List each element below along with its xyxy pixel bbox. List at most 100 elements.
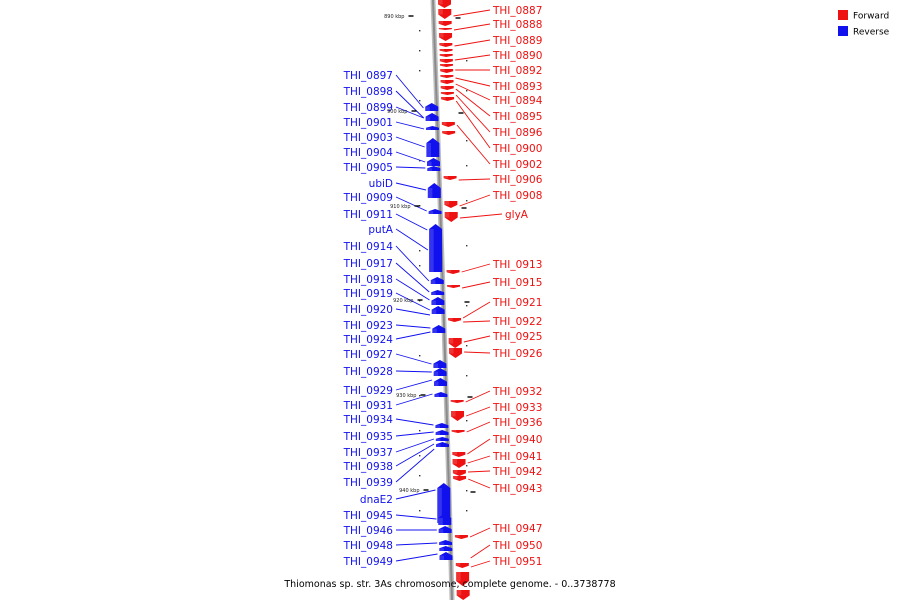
reverse-gene-label[interactable]: THI_0920 bbox=[343, 304, 393, 316]
reverse-gene-glyph[interactable] bbox=[437, 483, 451, 523]
reverse-gene-glyph[interactable] bbox=[427, 183, 441, 198]
forward-gene-label[interactable]: THI_0888 bbox=[492, 19, 542, 31]
forward-gene-glyph[interactable] bbox=[439, 54, 453, 57]
forward-gene-label[interactable]: THI_0926 bbox=[492, 348, 543, 360]
reverse-gene-glyph[interactable] bbox=[433, 378, 447, 386]
forward-gene-glyph[interactable] bbox=[440, 75, 454, 78]
forward-gene-label[interactable]: THI_0890 bbox=[492, 50, 542, 62]
reverse-gene-label[interactable]: THI_0948 bbox=[343, 540, 393, 552]
reverse-gene-glyph[interactable] bbox=[435, 437, 449, 441]
forward-gene-glyph[interactable] bbox=[451, 430, 465, 433]
forward-gene-label[interactable]: THI_0892 bbox=[492, 65, 542, 77]
forward-gene-glyph[interactable] bbox=[439, 59, 453, 63]
reverse-gene-label[interactable]: THI_0903 bbox=[343, 132, 393, 144]
reverse-gene-glyph[interactable] bbox=[435, 423, 449, 428]
forward-gene-glyph[interactable] bbox=[456, 590, 470, 600]
forward-gene-glyph[interactable] bbox=[452, 470, 466, 476]
reverse-gene-glyph[interactable] bbox=[429, 224, 443, 272]
forward-gene-glyph[interactable] bbox=[440, 80, 454, 84]
reverse-gene-glyph[interactable] bbox=[435, 442, 449, 447]
forward-gene-glyph[interactable] bbox=[439, 49, 453, 52]
reverse-gene-glyph[interactable] bbox=[433, 360, 447, 368]
forward-gene-label[interactable]: THI_0895 bbox=[492, 111, 542, 123]
forward-gene-glyph[interactable] bbox=[438, 28, 452, 30]
forward-gene-glyph[interactable] bbox=[440, 69, 454, 73]
reverse-gene-glyph[interactable] bbox=[425, 113, 439, 121]
forward-gene-label[interactable]: THI_0896 bbox=[492, 127, 543, 139]
forward-gene-label[interactable]: THI_0932 bbox=[492, 386, 542, 398]
reverse-gene-label[interactable]: THI_0898 bbox=[343, 86, 393, 98]
forward-gene-glyph[interactable] bbox=[447, 285, 461, 288]
reverse-gene-glyph[interactable] bbox=[427, 166, 441, 171]
reverse-gene-label[interactable]: THI_0909 bbox=[343, 192, 393, 204]
reverse-gene-glyph[interactable] bbox=[431, 297, 445, 305]
forward-gene-glyph[interactable] bbox=[439, 33, 453, 41]
forward-gene-glyph[interactable] bbox=[441, 97, 455, 101]
forward-gene-glyph[interactable] bbox=[444, 212, 458, 222]
reverse-gene-label[interactable]: THI_0899 bbox=[343, 102, 393, 114]
reverse-gene-glyph[interactable] bbox=[431, 290, 445, 295]
reverse-gene-label[interactable]: dnaE2 bbox=[360, 494, 393, 506]
forward-gene-glyph[interactable] bbox=[438, 21, 452, 26]
forward-gene-label[interactable]: THI_0933 bbox=[492, 402, 542, 414]
forward-gene-label[interactable]: THI_0951 bbox=[492, 556, 542, 568]
reverse-gene-glyph[interactable] bbox=[425, 126, 439, 130]
forward-gene-label[interactable]: THI_0887 bbox=[492, 5, 542, 17]
reverse-gene-label[interactable]: THI_0919 bbox=[343, 288, 393, 300]
forward-gene-label[interactable]: THI_0894 bbox=[492, 95, 543, 107]
forward-gene-glyph[interactable] bbox=[449, 348, 463, 358]
forward-gene-glyph[interactable] bbox=[451, 411, 465, 421]
forward-gene-glyph[interactable] bbox=[440, 86, 454, 90]
reverse-gene-glyph[interactable] bbox=[439, 540, 453, 545]
reverse-gene-label[interactable]: THI_0945 bbox=[343, 510, 393, 522]
forward-gene-glyph[interactable] bbox=[440, 92, 454, 95]
forward-gene-label[interactable]: THI_0922 bbox=[492, 316, 542, 328]
forward-gene-glyph[interactable] bbox=[448, 318, 462, 322]
forward-gene-glyph[interactable] bbox=[452, 452, 466, 457]
forward-gene-label[interactable]: THI_0913 bbox=[492, 259, 542, 271]
reverse-gene-label[interactable]: THI_0946 bbox=[343, 525, 394, 537]
reverse-gene-label[interactable]: THI_0934 bbox=[343, 414, 394, 426]
reverse-gene-glyph[interactable] bbox=[427, 158, 441, 166]
reverse-gene-label[interactable]: THI_0911 bbox=[343, 209, 393, 221]
reverse-gene-glyph[interactable] bbox=[438, 513, 452, 525]
forward-gene-glyph[interactable] bbox=[440, 64, 454, 67]
forward-gene-glyph[interactable] bbox=[452, 459, 466, 468]
reverse-gene-label[interactable]: THI_0914 bbox=[343, 241, 394, 253]
forward-gene-label[interactable]: THI_0893 bbox=[492, 81, 542, 93]
forward-gene-glyph[interactable] bbox=[438, 0, 451, 8]
forward-gene-label[interactable]: THI_0915 bbox=[492, 277, 542, 289]
reverse-gene-label[interactable]: THI_0928 bbox=[343, 366, 393, 378]
reverse-gene-label[interactable]: THI_0923 bbox=[343, 320, 393, 332]
forward-gene-glyph[interactable] bbox=[441, 122, 455, 127]
forward-gene-label[interactable]: glyA bbox=[505, 209, 529, 221]
reverse-gene-glyph[interactable] bbox=[435, 430, 449, 435]
forward-gene-glyph[interactable] bbox=[438, 9, 452, 19]
forward-gene-label[interactable]: THI_0950 bbox=[492, 540, 542, 552]
reverse-gene-label[interactable]: THI_0905 bbox=[343, 162, 393, 174]
forward-gene-glyph[interactable] bbox=[453, 476, 467, 481]
forward-gene-glyph[interactable] bbox=[456, 572, 470, 586]
forward-gene-label[interactable]: THI_0889 bbox=[492, 35, 542, 47]
reverse-gene-label[interactable]: THI_0901 bbox=[343, 117, 393, 129]
reverse-gene-label[interactable]: THI_0927 bbox=[343, 349, 393, 361]
forward-gene-glyph[interactable] bbox=[443, 176, 457, 180]
forward-gene-glyph[interactable] bbox=[439, 43, 453, 47]
reverse-gene-glyph[interactable] bbox=[431, 306, 445, 314]
forward-gene-label[interactable]: THI_0921 bbox=[492, 297, 542, 309]
reverse-gene-label[interactable]: ubiD bbox=[369, 178, 393, 190]
reverse-gene-glyph[interactable] bbox=[439, 546, 453, 551]
forward-gene-label[interactable]: THI_0942 bbox=[492, 466, 542, 478]
reverse-gene-glyph[interactable] bbox=[425, 103, 439, 111]
forward-gene-label[interactable]: THI_0902 bbox=[492, 159, 542, 171]
reverse-gene-label[interactable]: THI_0929 bbox=[343, 385, 393, 397]
forward-gene-glyph[interactable] bbox=[450, 400, 464, 403]
reverse-gene-glyph[interactable] bbox=[433, 368, 447, 376]
reverse-gene-glyph[interactable] bbox=[426, 138, 440, 157]
forward-gene-glyph[interactable] bbox=[446, 270, 460, 274]
reverse-gene-label[interactable]: THI_0897 bbox=[343, 70, 393, 82]
reverse-gene-label[interactable]: THI_0938 bbox=[343, 461, 393, 473]
forward-gene-label[interactable]: THI_0900 bbox=[492, 143, 542, 155]
forward-gene-label[interactable]: THI_0908 bbox=[492, 190, 542, 202]
reverse-gene-label[interactable]: THI_0917 bbox=[343, 258, 393, 270]
